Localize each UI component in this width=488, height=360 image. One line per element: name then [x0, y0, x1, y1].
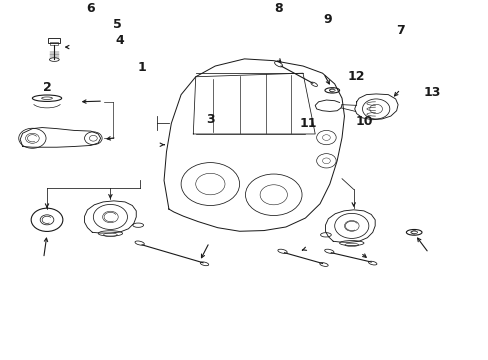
Text: 3: 3: [205, 113, 214, 126]
Text: 5: 5: [113, 18, 122, 31]
Text: 13: 13: [423, 86, 440, 99]
Text: 11: 11: [299, 117, 316, 130]
Bar: [48, 39, 60, 43]
Text: 7: 7: [395, 24, 404, 37]
Bar: [50, 42, 58, 45]
Text: 10: 10: [354, 115, 372, 128]
Text: 2: 2: [42, 81, 51, 94]
Text: 9: 9: [323, 13, 331, 26]
Text: 8: 8: [274, 2, 283, 15]
Text: 12: 12: [347, 70, 365, 83]
Text: 6: 6: [86, 2, 95, 15]
Text: 1: 1: [138, 61, 146, 74]
Text: 4: 4: [116, 35, 124, 48]
